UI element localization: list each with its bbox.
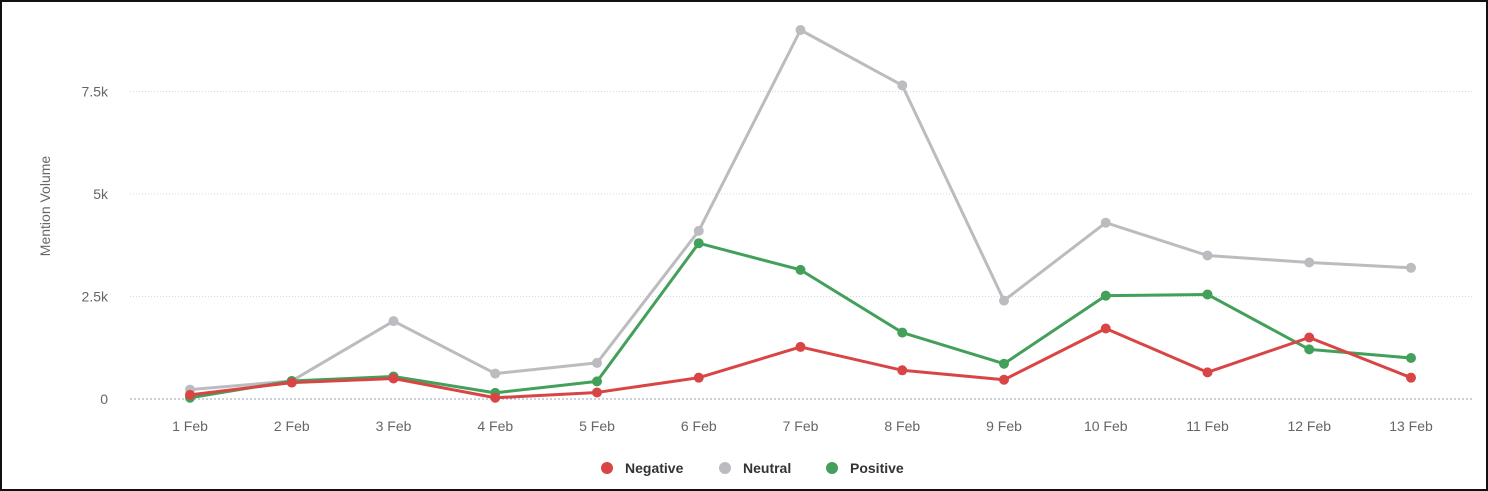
- x-tick-label: 6 Feb: [681, 418, 717, 434]
- x-tick-label: 13 Feb: [1389, 418, 1433, 434]
- data-point-negative: [286, 377, 297, 388]
- data-point-neutral: [999, 295, 1009, 306]
- data-point-positive: [999, 358, 1009, 369]
- x-tick-label: 10 Feb: [1084, 418, 1128, 434]
- x-tick-label: 3 Feb: [376, 418, 412, 434]
- data-point-neutral: [490, 368, 501, 379]
- x-tick-label: 9 Feb: [986, 418, 1022, 434]
- x-axis-ticks: 1 Feb 2 Feb 3 Feb 4 Feb 5 Feb 6 Feb 7 Feb 8 Feb…: [172, 418, 1433, 434]
- data-point-neutral: [1406, 262, 1416, 273]
- legend-label-negative: Negative: [625, 460, 684, 476]
- series-neutral: [185, 25, 1416, 395]
- data-point-negative: [999, 374, 1009, 385]
- legend-label-positive: Positive: [850, 460, 904, 476]
- data-point-neutral: [693, 225, 704, 236]
- data-point-neutral: [592, 357, 602, 368]
- data-point-positive: [1406, 353, 1416, 363]
- legend-item-positive: Positive: [826, 460, 904, 476]
- data-point-negative: [1304, 332, 1315, 343]
- data-point-negative: [388, 373, 399, 384]
- legend-label-neutral: Neutral: [743, 460, 791, 476]
- series-negative: [185, 323, 1416, 403]
- legend-item-neutral: Neutral: [719, 460, 791, 476]
- y-tick-label: 0: [100, 391, 108, 407]
- legend-marker-neutral: [719, 462, 731, 474]
- data-point-positive: [693, 238, 704, 249]
- x-tick-label: 7 Feb: [783, 418, 819, 434]
- gridlines: [130, 91, 1474, 400]
- legend-marker-positive: [826, 462, 838, 474]
- data-point-neutral: [1202, 250, 1213, 261]
- x-tick-label: 2 Feb: [274, 418, 310, 434]
- legend-marker-negative: [601, 462, 613, 474]
- data-point-negative: [1202, 367, 1213, 378]
- data-point-negative: [1100, 323, 1111, 334]
- x-tick-label: 4 Feb: [477, 418, 513, 434]
- y-tick-label: 7.5k: [82, 84, 109, 100]
- data-point-positive: [1304, 344, 1315, 355]
- data-point-neutral: [897, 80, 908, 91]
- x-tick-label: 11 Feb: [1186, 418, 1229, 434]
- data-point-positive: [1100, 290, 1111, 301]
- x-tick-label: 1 Feb: [172, 418, 208, 434]
- series-line-neutral: [188, 28, 1413, 392]
- y-tick-label: 5k: [93, 186, 109, 202]
- data-point-negative: [1406, 372, 1416, 383]
- data-point-neutral: [388, 316, 399, 327]
- series-layer: [185, 25, 1416, 403]
- data-point-positive: [795, 264, 806, 275]
- data-point-neutral: [1304, 257, 1315, 268]
- data-point-neutral: [795, 25, 806, 35]
- y-tick-label: 2.5k: [82, 289, 109, 305]
- data-point-positive: [1202, 289, 1213, 300]
- data-point-negative: [897, 365, 908, 376]
- x-tick-label: 12 Feb: [1287, 418, 1331, 434]
- legend: Negative Neutral Positive: [601, 460, 904, 476]
- data-point-negative: [490, 392, 501, 403]
- data-point-neutral: [1100, 217, 1111, 228]
- data-point-positive: [897, 327, 908, 338]
- series-line-negative: [188, 326, 1413, 400]
- data-point-negative: [592, 387, 602, 398]
- data-point-positive: [592, 376, 602, 387]
- legend-item-negative: Negative: [601, 460, 684, 476]
- y-axis-title: Mention Volume: [37, 156, 53, 257]
- data-point-negative: [185, 389, 195, 400]
- x-tick-label: 5 Feb: [579, 418, 615, 434]
- x-tick-label: 8 Feb: [884, 418, 920, 434]
- y-axis-ticks: 0 2.5k 5k 7.5k: [82, 84, 109, 408]
- data-point-negative: [795, 341, 806, 352]
- data-point-negative: [693, 372, 704, 383]
